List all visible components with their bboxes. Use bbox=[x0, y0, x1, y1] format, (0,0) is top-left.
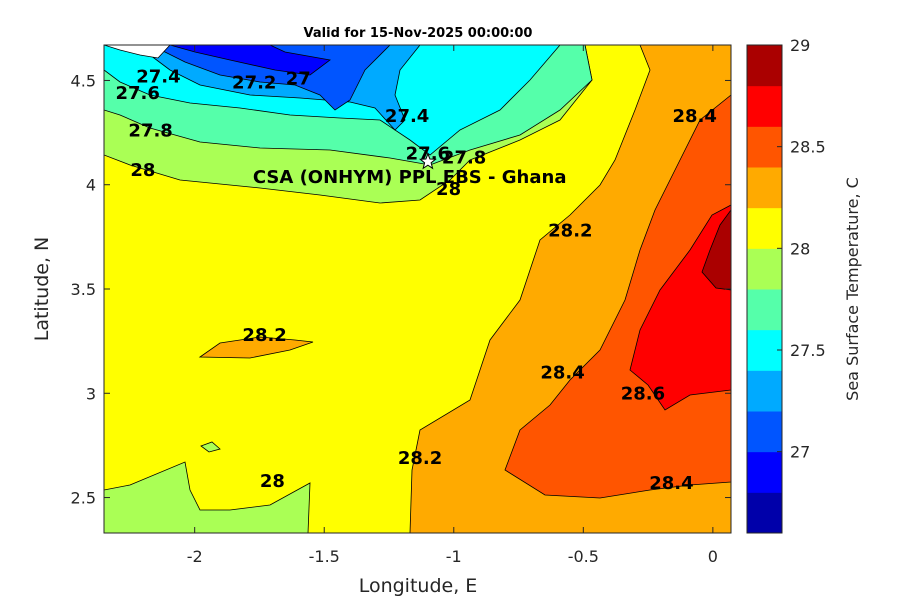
colorbar-segment bbox=[747, 248, 782, 290]
y-tick-label: 4 bbox=[86, 176, 96, 195]
region-28.2-28.4-west bbox=[198, 336, 314, 359]
region-27.0-27.2 bbox=[149, 45, 391, 111]
region-27.8-28.0-islet bbox=[200, 441, 221, 453]
colorbar-segment bbox=[747, 289, 782, 331]
x-tick-label: -0.5 bbox=[568, 547, 599, 566]
contour-label: 28 bbox=[260, 471, 285, 492]
colorbar-segment bbox=[747, 167, 782, 209]
colorbar-segment bbox=[747, 126, 782, 168]
colorbar-segment bbox=[747, 207, 782, 249]
contour-label: 28.4 bbox=[649, 473, 693, 494]
y-tick-label: 4.5 bbox=[71, 71, 96, 90]
region-28.6-28.8 bbox=[629, 204, 731, 411]
contour-label: 28 bbox=[130, 160, 155, 181]
x-axis-label: Longitude, E bbox=[359, 575, 478, 597]
x-tick-label: 0 bbox=[708, 547, 718, 566]
colorbar-segment bbox=[747, 411, 782, 453]
x-axis: -2 -1.5 -1 -0.5 0 bbox=[187, 45, 718, 566]
colorbar-label: Sea Surface Temperature, C bbox=[843, 177, 862, 401]
contour-label: 27.2 bbox=[232, 73, 276, 94]
contour-label: 27.6 bbox=[115, 83, 159, 104]
colorbar-segment bbox=[747, 85, 782, 127]
colorbar-segment bbox=[747, 45, 782, 87]
y-tick-label: 3 bbox=[86, 384, 96, 403]
x-tick-label: -1 bbox=[446, 547, 462, 566]
colorbar-tick-label: 28.5 bbox=[790, 138, 826, 157]
contour-label: 28.2 bbox=[398, 448, 442, 469]
contour-label: 28.2 bbox=[242, 325, 286, 346]
colorbar-segment bbox=[747, 329, 782, 371]
y-axis: 2.5 3 3.5 4 4.5 bbox=[71, 71, 731, 508]
region-26.8-27.0 bbox=[169, 45, 331, 76]
location-label: CSA (ONHYM) PPL EBS - Ghana bbox=[253, 167, 567, 188]
colorbar-tick-label: 29 bbox=[790, 36, 810, 55]
x-tick-label: -2 bbox=[187, 547, 203, 566]
colorbar-segment bbox=[747, 492, 782, 534]
contour-label: 27.8 bbox=[128, 121, 172, 142]
contour-label: 27.4 bbox=[385, 106, 429, 127]
contour-label: 28.2 bbox=[548, 221, 592, 242]
colorbar-segment bbox=[747, 370, 782, 412]
contour-label: 27.4 bbox=[136, 66, 180, 87]
nodata-patch bbox=[104, 45, 171, 59]
location-annotation: CSA (ONHYM) PPL EBS - Ghana bbox=[253, 152, 567, 188]
contour-label: 28.4 bbox=[540, 362, 584, 383]
y-axis-label: Latitude, N bbox=[31, 237, 53, 342]
colorbar-segment bbox=[747, 451, 782, 493]
colorbar-tick-label: 28 bbox=[790, 239, 810, 258]
colorbar: 27 27.5 28 28.5 29 bbox=[746, 36, 826, 534]
contour-plot-area: 27.427.627.22727.427.82827.627.82828.228… bbox=[104, 45, 731, 533]
contour-label: 28.4 bbox=[673, 106, 717, 127]
colorbar-tick-label: 27.5 bbox=[790, 341, 826, 360]
contour-label: 27.8 bbox=[442, 148, 486, 169]
chart-title: Valid for 15-Nov-2025 00:00:00 bbox=[304, 26, 533, 41]
x-tick-label: -1.5 bbox=[309, 547, 340, 566]
contour-label: 27 bbox=[286, 68, 311, 89]
y-tick-label: 3.5 bbox=[71, 280, 96, 299]
contour-label: 28.6 bbox=[621, 383, 665, 404]
y-tick-label: 2.5 bbox=[71, 489, 96, 508]
location-star-marker bbox=[418, 152, 437, 170]
contour-label: 28 bbox=[436, 179, 461, 200]
region-27.8-28.0-southwest bbox=[104, 461, 311, 533]
region-28.8-29.0 bbox=[701, 209, 731, 291]
colorbar-tick-label: 27 bbox=[790, 443, 810, 462]
colorbar-frame bbox=[746, 44, 783, 534]
